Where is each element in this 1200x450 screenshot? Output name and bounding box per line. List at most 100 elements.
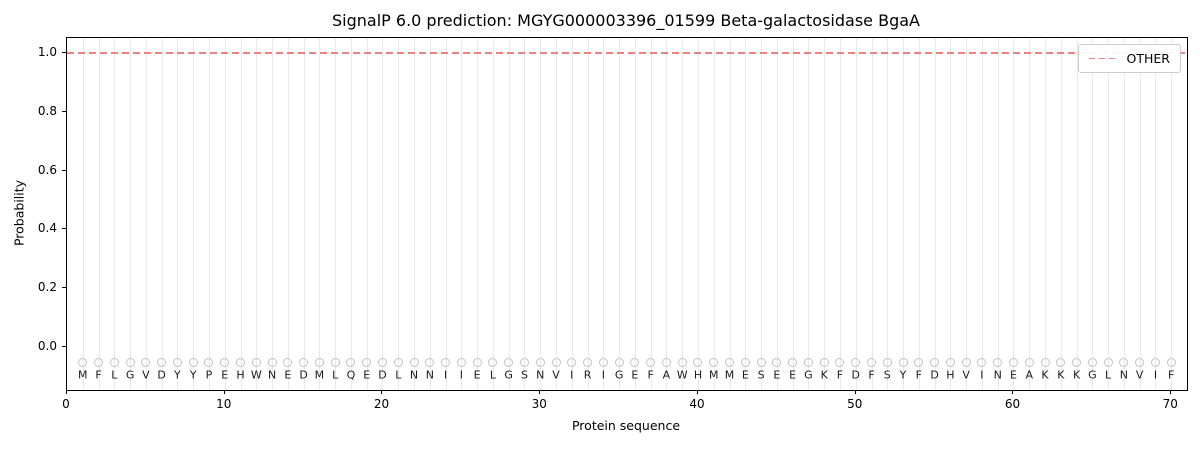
residue-marker [882,357,892,367]
residue-marker [94,357,104,367]
residue-gridline [855,38,857,390]
residue-marker [993,357,1003,367]
residue-marker [851,357,861,367]
residue-gridline [619,38,621,390]
residue-letter: E [1009,368,1017,382]
residue-letter: L [111,368,118,382]
residue-gridline [997,38,999,390]
residue-marker [314,357,324,367]
residue-letter: N [409,368,419,382]
residue-letter: G [1088,368,1097,382]
residue-gridline [161,38,163,390]
residue-gridline [966,38,968,390]
residue-letter: F [1168,368,1175,382]
residue-letter: K [1057,368,1065,382]
y-tick-mark [62,346,66,348]
residue-marker [346,357,356,367]
y-tick-label: 1.0 [37,44,57,59]
residue-gridline [1045,38,1047,390]
residue-letter: D [930,368,939,382]
residue-marker [551,357,561,367]
residue-letter: K [820,368,828,382]
residue-marker [1135,357,1145,367]
residue-gridline [808,38,810,390]
residue-marker [661,357,671,367]
residue-gridline [350,38,352,390]
residue-gridline [697,38,699,390]
residue-marker [441,357,451,367]
residue-gridline [1108,38,1110,390]
x-tick-mark [223,390,225,394]
residue-marker [488,357,498,367]
residue-marker [535,357,545,367]
residue-marker [267,357,277,367]
y-tick-mark [62,228,66,230]
residue-gridline [776,38,778,390]
residue-marker [788,357,798,367]
residue-gridline [761,38,763,390]
residue-marker [236,357,246,367]
residue-gridline [540,38,542,390]
residue-marker [898,357,908,367]
y-tick-mark [62,287,66,289]
residue-letter: D [157,368,166,382]
residue-letter: E [363,368,371,382]
residue-letter: M [314,368,325,382]
x-tick-label: 30 [531,397,547,411]
residue-gridline [193,38,195,390]
residue-letter: A [1025,368,1034,382]
residue-gridline [414,38,416,390]
residue-gridline [918,38,920,390]
residue-letter: A [662,368,671,382]
residue-letter: D [851,368,860,382]
residue-gridline [272,38,274,390]
residue-marker [188,357,198,367]
residue-letter: L [489,368,496,382]
residue-marker [204,357,214,367]
residue-marker [141,357,151,367]
residue-marker [220,357,230,367]
residue-letter: R [583,368,592,382]
residue-gridline [224,38,226,390]
residue-gridline [524,38,526,390]
residue-gridline [745,38,747,390]
residue-marker [1087,357,1097,367]
residue-letter: I [459,368,463,382]
x-tick-label: 40 [689,397,705,411]
residue-letter: I [601,368,605,382]
residue-marker [283,357,293,367]
residue-gridline [130,38,132,390]
residue-marker [867,357,876,367]
residue-gridline [429,38,431,390]
residue-marker [614,357,624,367]
x-axis-label: Protein sequence [571,418,681,433]
residue-marker [819,357,829,367]
residue-marker [1103,357,1113,367]
residue-letter: V [552,368,560,382]
residue-marker [472,357,482,367]
residue-letter: M [724,368,735,382]
residue-marker [693,357,703,367]
residue-gridline [82,38,84,390]
x-tick-mark [66,390,67,394]
residue-letter: N [425,368,434,382]
residue-letter: H [693,368,703,382]
residue-gridline [650,38,652,390]
residue-marker [1166,357,1176,367]
residue-gridline [366,38,368,390]
residue-letter: I [1153,368,1158,382]
residue-marker [393,357,403,367]
residue-marker [172,357,182,367]
x-tick-label: 60 [1004,397,1021,411]
residue-marker [914,357,924,367]
residue-gridline [556,38,557,390]
residue-marker [251,357,261,367]
residue-gridline [335,38,337,390]
residue-marker [425,357,435,367]
residue-letter: Y [899,368,907,382]
residue-letter: L [395,368,402,382]
residue-letter: V [1135,368,1144,382]
residue-letter: K [1072,368,1081,382]
residue-marker [125,357,135,367]
y-tick-label: 0.6 [37,162,57,177]
